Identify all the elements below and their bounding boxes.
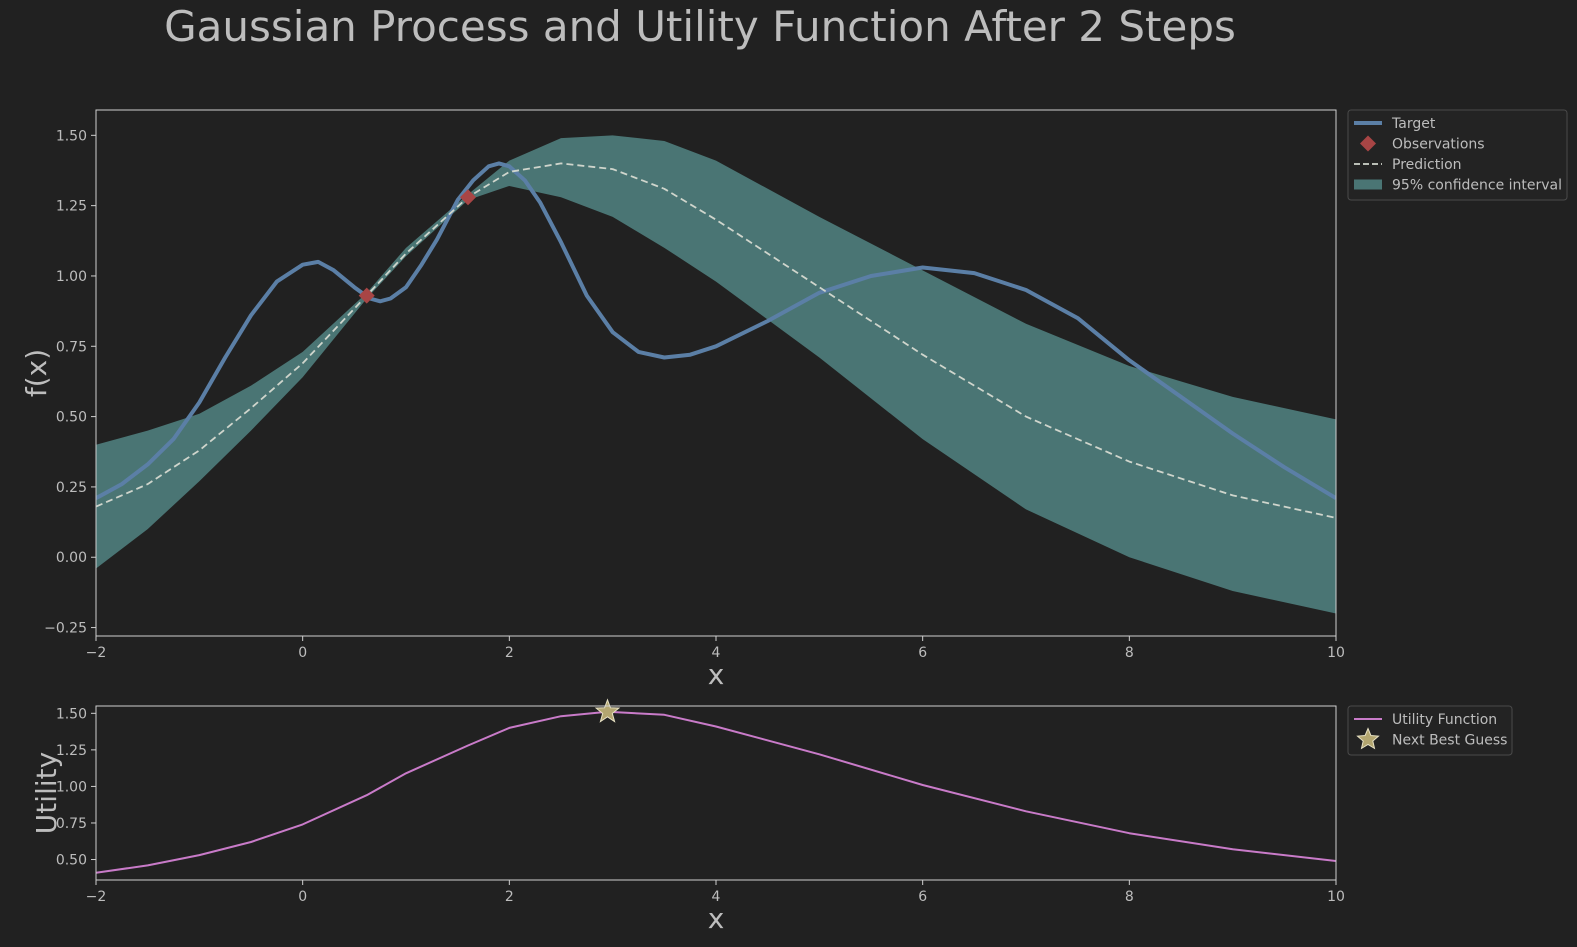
utility-function-line: [96, 710, 1336, 874]
x-tick-label: 8: [1125, 889, 1134, 905]
y-tick-label: 0.75: [56, 339, 87, 355]
confidence-band: [96, 135, 1336, 614]
legend-handle: [1360, 135, 1376, 152]
y-tick-label: 1.00: [56, 779, 87, 795]
y-tick-label: 1.00: [56, 269, 87, 285]
y-tick-label: 0.50: [56, 853, 87, 869]
legend-handle: [1356, 727, 1380, 750]
next-best-guess-star: [594, 698, 621, 723]
target-line: [96, 161, 1336, 500]
legend-label: Target: [1391, 116, 1436, 132]
y-tick-label: 1.50: [56, 128, 87, 144]
y-tick-label: 1.25: [56, 199, 87, 215]
x-tick-label: −2: [86, 645, 107, 661]
y-tick-label: 0.75: [56, 816, 87, 832]
bottom-axes: −2 0 2 4 6 8 10 0.50 0.75 1.00 1.25 1.50 x Utility: [30, 698, 1345, 935]
axes-frame: [95, 705, 1337, 881]
legend-box: [1347, 109, 1568, 201]
y-tick-label: 0.50: [56, 410, 87, 426]
legend-label: Next Best Guess: [1392, 733, 1507, 749]
y-tick-label: 0.00: [56, 550, 87, 566]
x-tick-label: 0: [298, 889, 307, 905]
top-legend: Target Observations Prediction 95% confiden…: [1347, 109, 1568, 201]
legend-label: 95% confidence interval: [1392, 178, 1562, 194]
x-axis-label: x: [708, 658, 725, 691]
y-tick-label: 1.25: [56, 743, 87, 759]
x-tick-label: 10: [1327, 645, 1345, 661]
x-tick-label: 10: [1327, 889, 1345, 905]
x-tick-label: 0: [298, 645, 307, 661]
top-axes: −2 0 2 4 6 8 10 −0.25 0.00 0.25 0.50 0.75 1.00 1.25 1.…: [20, 109, 1345, 691]
legend-label: Utility Function: [1392, 712, 1497, 728]
x-tick-label: 4: [712, 889, 721, 905]
legend-label: Prediction: [1392, 157, 1462, 173]
y-tick-label: 1.50: [56, 706, 87, 722]
x-tick-label: 2: [505, 645, 514, 661]
bottom-legend: Utility Function Next Best Guess: [1347, 705, 1513, 756]
y-tick-label: −0.25: [44, 621, 87, 637]
prediction-line: [96, 162, 1336, 519]
observation-point: [460, 189, 476, 206]
x-tick-label: 8: [1125, 645, 1134, 661]
plot-area: [96, 710, 1336, 874]
y-tick-label: 0.25: [56, 480, 87, 496]
y-axis-label: f(x): [20, 349, 53, 397]
observation-point: [358, 287, 375, 304]
x-tick-label: 6: [918, 645, 927, 661]
y-axis-label: Utility: [30, 752, 63, 834]
x-tick-label: 2: [505, 889, 514, 905]
x-tick-label: 4: [712, 645, 721, 661]
legend-box: [1347, 705, 1513, 756]
legend-label: Observations: [1392, 137, 1485, 153]
legend-handle: [1354, 179, 1382, 190]
x-axis-label: x: [708, 902, 725, 935]
plot-area: [96, 135, 1336, 614]
chart-title: Gaussian Process and Utility Function Af…: [164, 2, 1236, 51]
x-tick-label: −2: [86, 889, 107, 905]
x-tick-label: 6: [918, 889, 927, 905]
